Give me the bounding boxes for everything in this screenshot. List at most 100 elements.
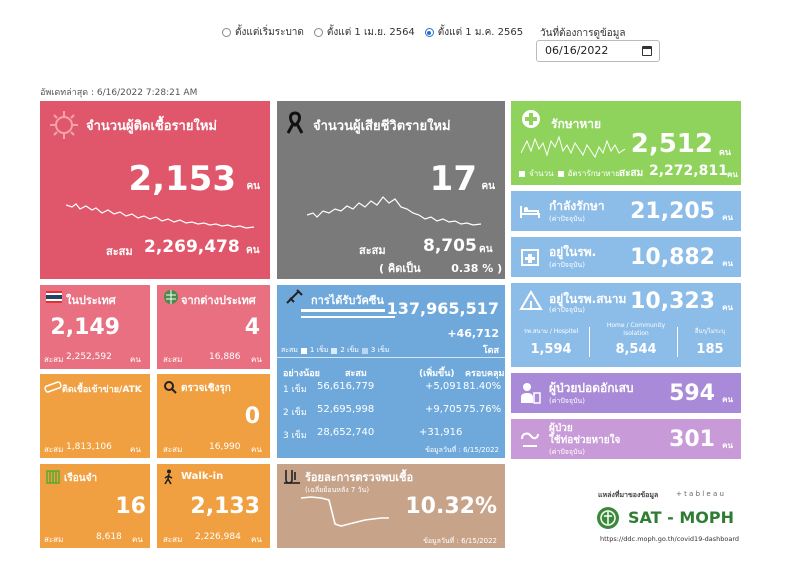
deaths-cum-unit: คน	[479, 244, 493, 255]
vaccine-title: การได้รับวัคซีน	[311, 294, 384, 307]
medical-cross-icon	[522, 110, 540, 128]
walkin-tile: Walk-in 2,133 สะสม 2,226,984 คน	[157, 464, 270, 548]
legend-rate-swatch	[557, 170, 564, 177]
prison-bars-icon	[46, 470, 60, 484]
treating-unit: คน	[722, 213, 733, 222]
walking-person-icon	[164, 469, 173, 485]
positivity-tile: ร้อยละการตรวจพบเชื้อ (เฉลี่ยย้อนหลัง 7 ว…	[277, 464, 505, 548]
pneumonia-sub: (ค่าปัจจุบัน)	[549, 397, 585, 405]
vaccine-row-dose: 1 เข็ม	[283, 385, 307, 395]
recovered-title: รักษาหาย	[551, 117, 602, 131]
hospital-title: อยู่ในรพ.	[549, 245, 597, 259]
hospital-value: 10,882	[630, 245, 715, 270]
positivity-value: 10.32%	[405, 494, 497, 519]
radio-icon	[222, 28, 231, 37]
walkin-cum-label: สะสม	[163, 535, 183, 544]
last-updated: อัพเดทล่าสุด : 6/16/2022 7:28:21 AM	[40, 88, 198, 98]
vaccine-row-inc: +31,916	[419, 427, 463, 438]
vaccine-header-min: อย่างน้อย	[283, 369, 320, 379]
hospital-icon	[521, 249, 539, 266]
magnifier-icon	[164, 381, 177, 394]
hospital-unit: คน	[722, 259, 733, 268]
tableau-logo: + t a b l e a u	[676, 490, 724, 498]
deaths-trend-line	[307, 196, 482, 226]
lab-test-icon	[284, 470, 300, 484]
vaccine-delta: +46,712	[447, 327, 499, 340]
calendar-icon[interactable]	[642, 46, 652, 56]
bed-icon	[520, 206, 540, 218]
ventilator-tile: ผู้ป่วย ใช้ท่อช่วยหายใจ (ค่าปัจจุบัน) 30…	[511, 419, 741, 459]
globe-icon	[164, 290, 178, 304]
vaccine-row-cov: 75.76%	[463, 404, 502, 415]
syringe-icon	[286, 289, 303, 304]
vaccine-row-cov: 81.40%	[463, 381, 502, 392]
domestic-cum-unit: คน	[130, 355, 141, 364]
vaccine-progress-bar-2	[301, 316, 395, 318]
recovered-cum-value: 2,272,811	[649, 163, 728, 179]
ribbon-icon	[286, 111, 304, 134]
date-range-filter: ตั้งแต่เริ่มระบาด ตั้งแต่ 1 เม.ย. 2564 ต…	[222, 25, 523, 40]
field-hospital-tile: อยู่ในรพ.สนาม (ค่าปัจจุบัน) 10,323 คน รพ…	[511, 283, 741, 367]
deaths-value: 17	[429, 159, 477, 199]
vaccine-progress-bar	[301, 309, 385, 312]
proactive-title: ตรวจเชิงรุก	[181, 383, 231, 394]
vaccine-dose-unit: โดส	[482, 346, 499, 356]
proactive-tile: ตรวจเชิงรุก 0 สะสม 16,990 คน	[157, 374, 270, 458]
atk-cum-value: 1,813,106	[66, 442, 112, 452]
deaths-title: จำนวนผู้เสียชีวิตรายใหม่	[313, 119, 451, 134]
date-label: วันที่ต้องการดูข้อมูล	[540, 28, 626, 39]
proactive-value: 0	[244, 404, 260, 429]
recovered-cum-label: สะสม	[619, 168, 644, 179]
proactive-cum-label: สะสม	[163, 445, 183, 454]
positivity-title: ร้อยละการตรวจพบเชื้อ	[305, 471, 414, 484]
legend-dose2-swatch	[331, 347, 338, 354]
hospital-tile: อยู่ในรพ. (ค่าปัจจุบัน) 10,882 คน	[511, 237, 741, 277]
virus-icon	[50, 111, 78, 139]
walkin-cum-unit: คน	[251, 535, 262, 544]
pneumonia-tile: ผู้ป่วยปอดอักเสบ (ค่าปัจจุบัน) 594 คน	[511, 373, 741, 413]
field-hospital-value: 10,323	[630, 289, 715, 314]
test-kit-icon	[44, 381, 62, 393]
deaths-tile: จำนวนผู้เสียชีวิตรายใหม่ 17 คน สะสม 8,70…	[277, 101, 505, 279]
moph-seal-icon	[597, 507, 619, 529]
domestic-cum-value: 2,252,592	[66, 352, 112, 362]
abroad-tile: จากต่างประเทศ 4 สะสม 16,886 คน	[157, 285, 270, 369]
filter-since-apr-2564[interactable]: ตั้งแต่ 1 เม.ย. 2564	[313, 25, 415, 40]
sat-moph-logo: SAT - MOPH	[628, 508, 734, 527]
legend-dose1-swatch	[300, 347, 307, 354]
domestic-tile: ในประเทศ 2,149 สะสม 2,252,592 คน	[40, 285, 150, 369]
vaccine-asof: ข้อมูลวันที่ : 6/15/2022	[425, 446, 499, 454]
domestic-title: ในประเทศ	[66, 294, 116, 307]
filter-since-start[interactable]: ตั้งแต่เริ่มระบาด	[222, 25, 304, 40]
vaccine-header-inc: (เพิ่มขึ้น)	[419, 369, 455, 379]
deaths-unit: คน	[481, 181, 495, 192]
radio-icon	[313, 28, 323, 37]
date-input[interactable]: 06/16/2022	[536, 40, 660, 62]
atk-title: ติดเชื้อเข้าข่าย/ATK	[62, 385, 142, 395]
thai-flag-icon	[46, 291, 62, 303]
positivity-asof: ข้อมูลวันที่ : 6/15/2022	[423, 537, 497, 545]
new-cases-unit: คน	[246, 181, 260, 192]
field-col-other-label: อื่นๆ/ไม่ระบุ	[694, 328, 726, 335]
domestic-cum-label: สะสม	[44, 355, 64, 364]
hospital-sub: (ค่าปัจจุบัน)	[549, 261, 585, 269]
pneumonia-unit: คน	[722, 395, 733, 404]
vaccine-tile: การได้รับวัคซีน 137,965,517 +46,712 โดส …	[277, 285, 505, 458]
walkin-cum-value: 2,226,984	[195, 532, 241, 542]
vaccine-header-cum: สะสม	[345, 369, 367, 379]
domestic-value: 2,149	[50, 315, 120, 340]
proactive-cum-value: 16,990	[209, 442, 241, 452]
vaccine-row-cum: 56,616,779	[317, 381, 375, 392]
recovered-tile: รักษาหาย 2,512 คน จำนวน อัตรารักษาหาย สะ…	[511, 101, 741, 185]
pneumonia-value: 594	[669, 381, 715, 406]
field-col-home-value: 8,544	[615, 342, 657, 357]
positivity-trend-line	[301, 496, 389, 527]
filter-since-jan-2565[interactable]: ตั้งแต่ 1 ม.ค. 2565	[424, 25, 523, 40]
field-divider-1	[589, 327, 590, 357]
new-cases-cum-label: สะสม	[106, 245, 133, 258]
source-url[interactable]: https://ddc.moph.go.th/covid19-dashboard	[600, 535, 740, 543]
recovered-unit: คน	[718, 148, 731, 158]
deaths-percent: ( คิดเป็น 0.38 % )	[379, 262, 503, 275]
atk-cum-label: สะสม	[44, 445, 64, 454]
new-cases-trend-line	[66, 203, 255, 229]
